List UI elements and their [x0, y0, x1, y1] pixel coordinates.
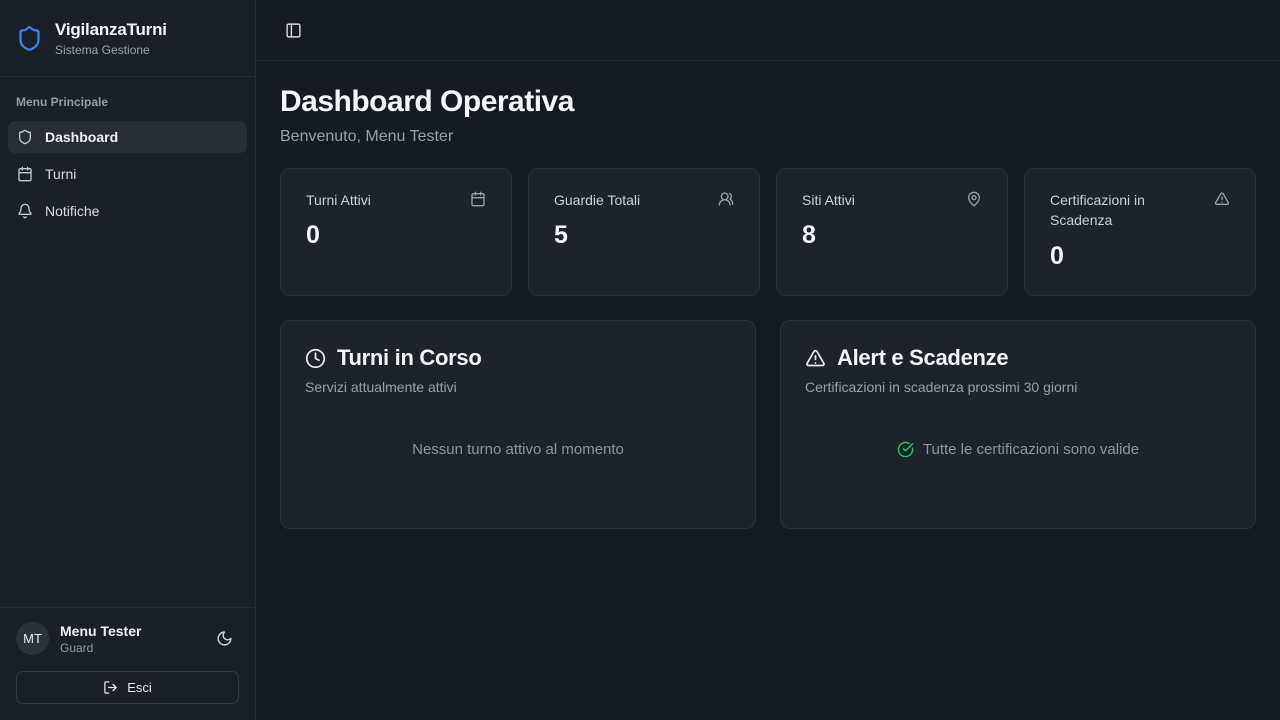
stat-label: Certificazioni in Scadenza — [1050, 192, 1145, 229]
panel-alert-scadenze: Alert e Scadenze Certificazioni in scade… — [780, 320, 1256, 529]
logout-label: Esci — [127, 680, 152, 695]
nav-section-label: Menu Principale — [16, 95, 109, 109]
sidebar-item-dashboard[interactable]: Dashboard — [8, 121, 247, 153]
calendar-icon — [17, 166, 33, 182]
sidebar: VigilanzaTurni Sistema Gestione Menu Pri… — [0, 0, 256, 720]
users-icon — [718, 191, 734, 207]
panel-empty-state: Nessun turno attivo al momento — [305, 395, 731, 504]
stats-grid: Turni Attivi 0 Guardie Totali 5 — [280, 168, 1256, 296]
page-title: Dashboard Operativa — [280, 85, 574, 118]
sidebar-item-notifiche[interactable]: Notifiche — [8, 195, 247, 227]
panel-subtitle: Servizi attualmente attivi — [305, 379, 457, 395]
page-content: Dashboard Operativa Benvenuto, Menu Test… — [256, 61, 1280, 553]
sidebar-item-label: Notifiche — [45, 203, 100, 219]
shield-logo-icon — [16, 25, 43, 52]
panel-empty-state: Tutte le certificazioni sono valide — [805, 395, 1231, 504]
user-row: MT Menu Tester Guard — [16, 622, 239, 655]
stat-value: 8 — [802, 221, 816, 250]
stat-value: 5 — [554, 221, 568, 250]
moon-icon — [216, 630, 233, 647]
app-subtitle: Sistema Gestione — [55, 42, 150, 57]
panel-turni-in-corso: Turni in Corso Servizi attualmente attiv… — [280, 320, 756, 529]
panel-subtitle: Certificazioni in scadenza prossimi 30 g… — [805, 379, 1078, 395]
stat-card-certificazioni: Certificazioni in Scadenza 0 — [1024, 168, 1256, 296]
user-meta: Menu Tester Guard — [60, 623, 198, 655]
sidebar-item-turni[interactable]: Turni — [8, 158, 247, 190]
sidebar-item-label: Turni — [45, 166, 77, 182]
panel-title: Turni in Corso — [337, 345, 482, 370]
empty-text: Tutte le certificazioni sono valide — [922, 441, 1140, 458]
avatar: MT — [16, 622, 49, 655]
page-subtitle: Benvenuto, Menu Tester — [280, 128, 454, 145]
clock-icon — [305, 348, 326, 369]
sidebar-spacer — [0, 232, 255, 607]
panel-left-icon — [285, 22, 302, 39]
circle-check-icon — [897, 441, 914, 458]
app-title-block: VigilanzaTurni Sistema Gestione — [55, 20, 167, 57]
sidebar-nav: Menu Principale Dashboard Turni Notifich… — [0, 77, 255, 232]
empty-text: Nessun turno attivo al momento — [412, 441, 624, 458]
sidebar-item-label: Dashboard — [45, 129, 119, 145]
stat-label: Guardie Totali — [554, 192, 641, 208]
panels-grid: Turni in Corso Servizi attualmente attiv… — [280, 320, 1256, 529]
stat-value: 0 — [306, 221, 320, 250]
stat-label: Turni Attivi — [306, 192, 371, 208]
logout-icon — [103, 680, 118, 695]
shield-icon — [17, 129, 33, 145]
stat-value: 0 — [1050, 241, 1064, 270]
app-name: VigilanzaTurni — [55, 19, 167, 39]
user-name: Menu Tester — [60, 622, 142, 639]
main-area: Dashboard Operativa Benvenuto, Menu Test… — [256, 0, 1280, 720]
map-pin-icon — [966, 191, 982, 207]
topbar — [256, 0, 1280, 61]
bell-icon — [17, 203, 33, 219]
stat-label: Siti Attivi — [802, 192, 855, 208]
sidebar-header: VigilanzaTurni Sistema Gestione — [0, 0, 255, 77]
stat-card-siti-attivi: Siti Attivi 8 — [776, 168, 1008, 296]
calendar-icon — [470, 191, 486, 207]
stat-card-guardie-totali: Guardie Totali 5 — [528, 168, 760, 296]
logout-button[interactable]: Esci — [16, 671, 239, 704]
user-role: Guard — [60, 640, 94, 655]
panel-title: Alert e Scadenze — [837, 345, 1009, 370]
sidebar-toggle-button[interactable] — [278, 15, 308, 45]
stat-card-turni-attivi: Turni Attivi 0 — [280, 168, 512, 296]
sidebar-footer: MT Menu Tester Guard Esci — [0, 607, 255, 720]
alert-triangle-icon — [805, 348, 826, 369]
theme-toggle-button[interactable] — [209, 624, 239, 654]
alert-triangle-icon — [1214, 191, 1230, 207]
